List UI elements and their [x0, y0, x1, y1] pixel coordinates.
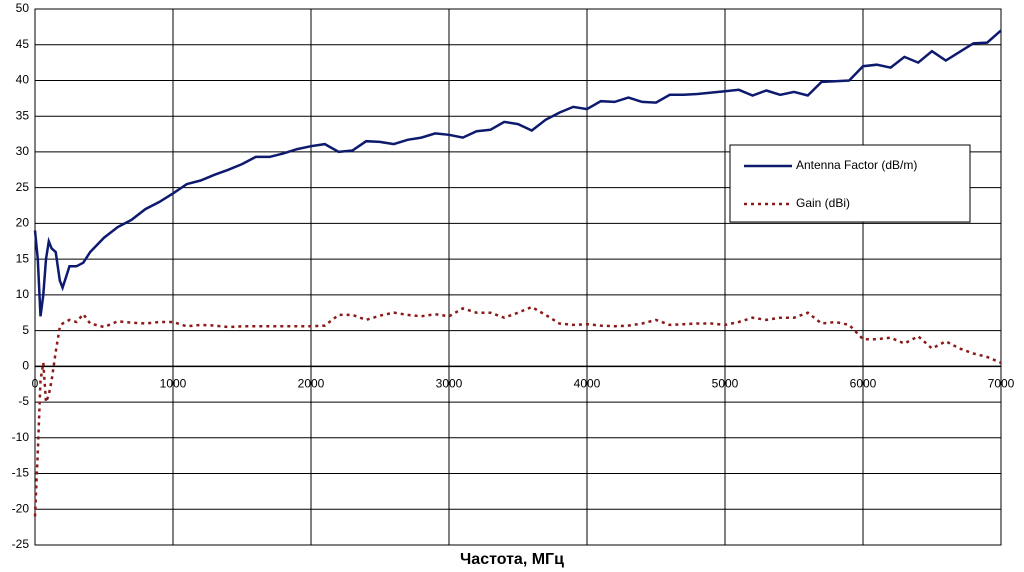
- legend-label: Antenna Factor (dB/m): [796, 158, 917, 172]
- y-tick-label: 20: [16, 216, 30, 230]
- y-tick-label: 5: [22, 323, 29, 337]
- x-tick-label: 7000: [988, 377, 1015, 391]
- x-tick-label: 1000: [160, 377, 187, 391]
- plot-area: [34, 8, 1002, 546]
- x-tick-label: 0: [32, 377, 39, 391]
- data-line: [33, 29, 1002, 317]
- data-line: [33, 305, 1002, 517]
- y-tick-label: -15: [12, 466, 30, 480]
- y-tick-label: 40: [16, 73, 30, 87]
- x-tick-label: 6000: [850, 377, 877, 391]
- y-tick-label: 25: [16, 180, 30, 194]
- legend-label: Gain (dBi): [796, 196, 850, 210]
- x-tick-label: 2000: [298, 377, 325, 391]
- y-tick-label: 0: [22, 359, 29, 373]
- y-tick-label: 50: [16, 1, 30, 15]
- x-tick-label: 4000: [574, 377, 601, 391]
- y-tick-label: 15: [16, 251, 30, 265]
- y-tick-label: 10: [16, 287, 30, 301]
- y-tick-label: 35: [16, 108, 30, 122]
- x-tick-label: 5000: [712, 377, 739, 391]
- x-tick-label: 3000: [436, 377, 463, 391]
- y-tick-label: 30: [16, 144, 30, 158]
- y-tick-label: -5: [18, 394, 29, 408]
- x-axis-title: Частота, МГц: [460, 551, 564, 568]
- y-tick-label: 45: [16, 37, 30, 51]
- y-tick-label: -20: [12, 501, 30, 515]
- y-tick-label: -25: [12, 537, 30, 551]
- y-tick-label: -10: [12, 430, 30, 444]
- legend: Antenna Factor (dB/m) Gain (dBi): [729, 144, 971, 223]
- legend-box: [729, 144, 971, 223]
